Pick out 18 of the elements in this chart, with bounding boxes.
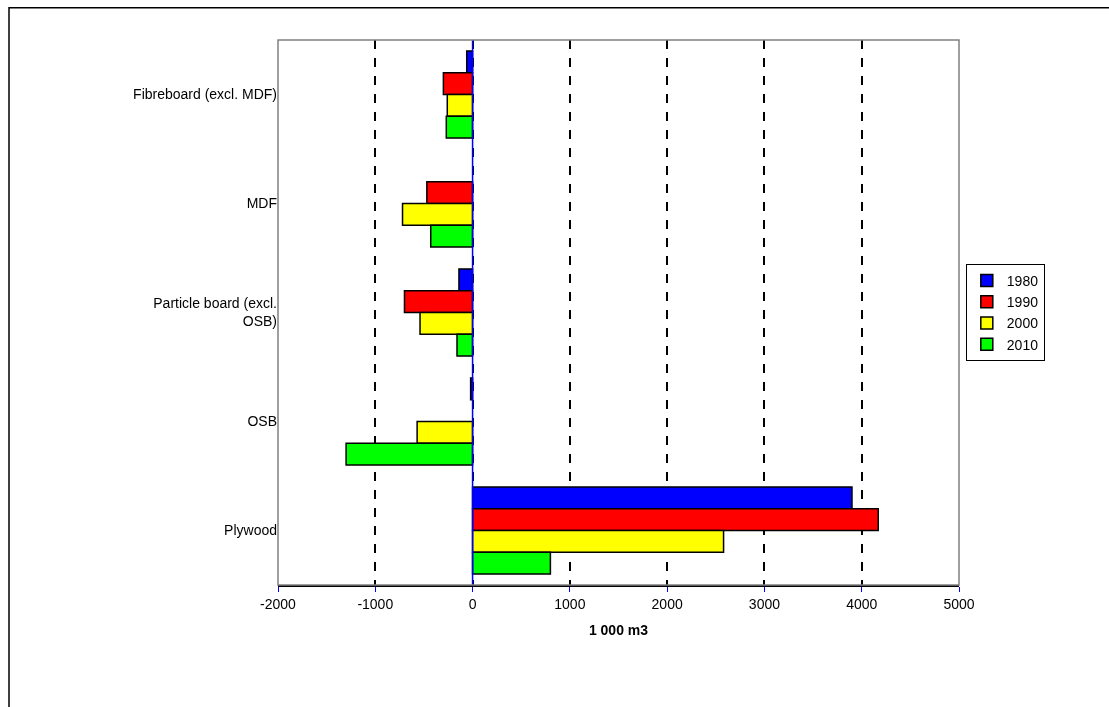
legend-label: 2000 (1006, 315, 1039, 332)
x-tick-label: 4000 (846, 595, 878, 612)
legend-label: 2010 (1006, 336, 1039, 353)
x-tick-label: 2000 (651, 595, 683, 612)
x-tick-label: 0 (468, 595, 477, 612)
y-tick-label: Particle board (excl. OSB) (153, 295, 277, 330)
legend-label: 1990 (1006, 294, 1039, 311)
legend-label: 1980 (1006, 273, 1039, 290)
y-tick-label: Plywood (224, 522, 277, 539)
x-axis-title: 1 000 m3 (588, 622, 649, 639)
y-tick-label: OSB (247, 413, 277, 430)
x-tick-label: -1000 (357, 595, 394, 612)
x-tick-label: 5000 (943, 595, 975, 612)
x-tick-label: 1000 (554, 595, 586, 612)
y-tick-label: MDF (246, 195, 277, 212)
x-tick-label: 3000 (748, 595, 781, 612)
x-tick-label: -2000 (260, 595, 297, 612)
y-tick-label: Fibreboard (excl. MDF) (133, 86, 277, 103)
